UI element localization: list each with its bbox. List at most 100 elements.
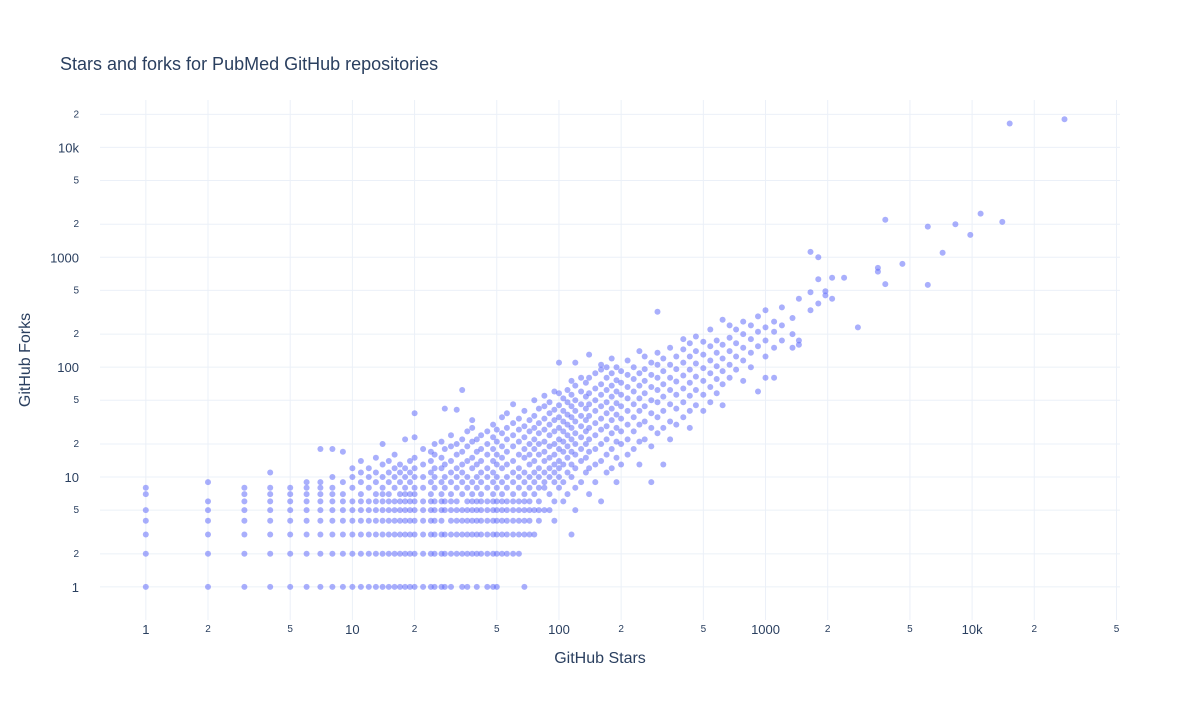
data-point xyxy=(608,355,615,362)
data-point xyxy=(267,507,274,514)
data-point xyxy=(478,507,485,514)
data-point xyxy=(568,424,575,431)
data-point xyxy=(503,507,510,514)
data-point xyxy=(778,304,785,311)
data-point xyxy=(459,479,466,486)
data-point xyxy=(459,583,466,590)
data-point xyxy=(142,531,149,538)
data-point xyxy=(372,454,379,461)
data-point xyxy=(572,359,579,366)
data-point xyxy=(365,498,372,505)
data-point xyxy=(357,491,364,498)
data-point xyxy=(329,550,336,557)
data-point xyxy=(531,479,538,486)
data-point xyxy=(385,507,392,514)
data-point xyxy=(586,351,593,358)
data-point xyxy=(713,337,720,344)
data-point xyxy=(493,517,500,524)
data-point xyxy=(427,491,434,498)
data-point xyxy=(510,469,517,476)
data-point xyxy=(411,410,418,417)
data-point xyxy=(654,374,661,381)
data-point xyxy=(726,374,733,381)
data-point xyxy=(241,498,248,505)
data-point xyxy=(560,418,567,425)
data-point xyxy=(535,465,542,472)
data-point xyxy=(493,550,500,557)
data-point xyxy=(572,418,579,425)
data-point xyxy=(641,390,648,397)
data-point xyxy=(407,550,413,557)
data-point xyxy=(692,373,699,380)
data-point xyxy=(624,357,631,364)
data-point xyxy=(267,491,274,498)
data-point xyxy=(317,484,324,491)
y-axis-label: GitHub Forks xyxy=(17,313,34,407)
data-point xyxy=(420,550,427,557)
data-point xyxy=(241,484,248,491)
y-tick-label: 2 xyxy=(73,219,79,230)
data-point xyxy=(673,405,680,412)
data-point xyxy=(603,423,610,430)
data-point xyxy=(438,479,445,486)
data-point xyxy=(365,517,372,524)
data-point xyxy=(795,295,802,302)
y-tick-label: 10k xyxy=(58,140,79,155)
data-point xyxy=(755,388,761,395)
data-point xyxy=(630,401,637,408)
data-point xyxy=(882,281,889,288)
data-point xyxy=(473,531,480,538)
x-axis-ticks: 1 2 5 10 2 5 100 2 5 1000 2 5 10k 2 5 xyxy=(142,622,1119,637)
data-point xyxy=(357,531,364,538)
data-point xyxy=(535,420,542,427)
data-point xyxy=(503,484,510,491)
data-point xyxy=(493,438,500,445)
data-point xyxy=(365,474,372,480)
data-point xyxy=(535,507,542,514)
data-point xyxy=(815,300,822,307)
data-point xyxy=(630,364,637,371)
data-point xyxy=(618,441,625,447)
data-point xyxy=(660,393,667,400)
data-point xyxy=(372,491,379,498)
data-point xyxy=(397,583,403,590)
data-point xyxy=(459,517,466,524)
data-point xyxy=(349,517,356,524)
data-point xyxy=(667,401,674,408)
data-point xyxy=(654,430,661,437)
data-point xyxy=(630,428,637,435)
data-point xyxy=(349,550,356,557)
data-point xyxy=(464,531,471,538)
data-point xyxy=(686,353,693,360)
data-point xyxy=(700,365,707,372)
data-point xyxy=(692,333,699,340)
data-point xyxy=(484,451,491,458)
data-point xyxy=(546,432,553,439)
data-point xyxy=(303,531,310,538)
data-point xyxy=(499,430,505,437)
data-point xyxy=(142,517,149,524)
data-point xyxy=(551,469,558,476)
data-point xyxy=(608,417,615,424)
data-point xyxy=(641,353,648,360)
data-point xyxy=(630,414,637,421)
data-point xyxy=(411,434,418,441)
data-point xyxy=(521,517,528,524)
data-point xyxy=(379,531,386,538)
data-point xyxy=(478,498,485,505)
data-point xyxy=(142,507,149,514)
data-point xyxy=(499,491,505,498)
data-point xyxy=(700,351,707,358)
data-point xyxy=(493,426,500,433)
data-point xyxy=(564,387,571,393)
data-point xyxy=(453,441,460,447)
data-point xyxy=(654,387,661,393)
data-point xyxy=(453,550,460,557)
data-point xyxy=(618,428,625,435)
data-point xyxy=(453,451,460,458)
data-point xyxy=(329,498,336,505)
data-point xyxy=(713,390,720,397)
data-point xyxy=(339,448,346,455)
data-point xyxy=(484,507,491,514)
data-point xyxy=(603,469,610,476)
